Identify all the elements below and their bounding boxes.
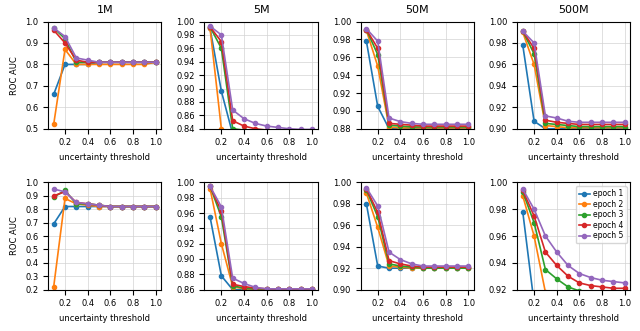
epoch 4: [531, 214, 538, 218]
epoch 2: [564, 301, 572, 305]
epoch 4: [541, 250, 549, 254]
epoch 4: [564, 274, 572, 278]
epoch 4: [575, 281, 583, 285]
epoch 2: [553, 298, 561, 302]
X-axis label: uncertainty threshold: uncertainty threshold: [372, 153, 463, 162]
epoch 1: [519, 210, 527, 214]
epoch 3: [531, 221, 538, 225]
epoch 5: [519, 187, 527, 191]
epoch 5: [621, 281, 628, 285]
epoch 2: [541, 290, 549, 294]
Line: epoch 5: epoch 5: [521, 187, 627, 285]
epoch 2: [519, 194, 527, 198]
X-axis label: uncertainty threshold: uncertainty threshold: [216, 153, 307, 162]
epoch 3: [621, 292, 628, 296]
epoch 5: [587, 276, 595, 280]
epoch 2: [598, 303, 606, 307]
epoch 2: [621, 303, 628, 307]
epoch 5: [575, 271, 583, 275]
epoch 4: [598, 285, 606, 289]
epoch 3: [564, 285, 572, 289]
epoch 3: [575, 289, 583, 293]
epoch 1: [541, 308, 549, 312]
epoch 1: [609, 309, 617, 313]
Line: epoch 2: epoch 2: [521, 194, 627, 307]
epoch 5: [564, 263, 572, 267]
X-axis label: uncertainty threshold: uncertainty threshold: [59, 314, 150, 323]
epoch 1: [553, 309, 561, 313]
epoch 1: [598, 309, 606, 313]
epoch 4: [553, 263, 561, 267]
epoch 4: [609, 286, 617, 290]
X-axis label: uncertainty threshold: uncertainty threshold: [528, 314, 620, 323]
Y-axis label: ROC AUC: ROC AUC: [10, 216, 19, 256]
epoch 3: [609, 292, 617, 296]
Title: 50M: 50M: [406, 5, 429, 15]
epoch 1: [575, 309, 583, 313]
X-axis label: uncertainty threshold: uncertainty threshold: [528, 153, 620, 162]
Title: 1M: 1M: [97, 5, 113, 15]
epoch 5: [531, 207, 538, 211]
epoch 1: [587, 309, 595, 313]
epoch 5: [598, 278, 606, 282]
Title: 5M: 5M: [253, 5, 269, 15]
epoch 2: [575, 303, 583, 307]
epoch 3: [519, 190, 527, 194]
Line: epoch 3: epoch 3: [521, 190, 627, 296]
Line: epoch 4: epoch 4: [521, 188, 627, 290]
epoch 2: [609, 303, 617, 307]
epoch 3: [553, 277, 561, 281]
epoch 4: [587, 284, 595, 288]
Title: 500M: 500M: [559, 5, 589, 15]
X-axis label: uncertainty threshold: uncertainty threshold: [59, 153, 150, 162]
epoch 3: [598, 292, 606, 296]
epoch 4: [621, 286, 628, 290]
epoch 2: [587, 303, 595, 307]
X-axis label: uncertainty threshold: uncertainty threshold: [372, 314, 463, 323]
epoch 2: [531, 234, 538, 238]
epoch 3: [587, 290, 595, 294]
Y-axis label: ROC AUC: ROC AUC: [10, 56, 19, 95]
epoch 1: [621, 309, 628, 313]
epoch 1: [564, 309, 572, 313]
epoch 3: [541, 267, 549, 271]
Line: epoch 1: epoch 1: [521, 210, 627, 313]
epoch 1: [531, 301, 538, 305]
Legend: epoch 1, epoch 2, epoch 3, epoch 4, epoch 5: epoch 1, epoch 2, epoch 3, epoch 4, epoc…: [575, 186, 627, 243]
X-axis label: uncertainty threshold: uncertainty threshold: [216, 314, 307, 323]
epoch 5: [541, 234, 549, 238]
epoch 5: [553, 250, 561, 254]
epoch 5: [609, 280, 617, 284]
epoch 4: [519, 188, 527, 192]
